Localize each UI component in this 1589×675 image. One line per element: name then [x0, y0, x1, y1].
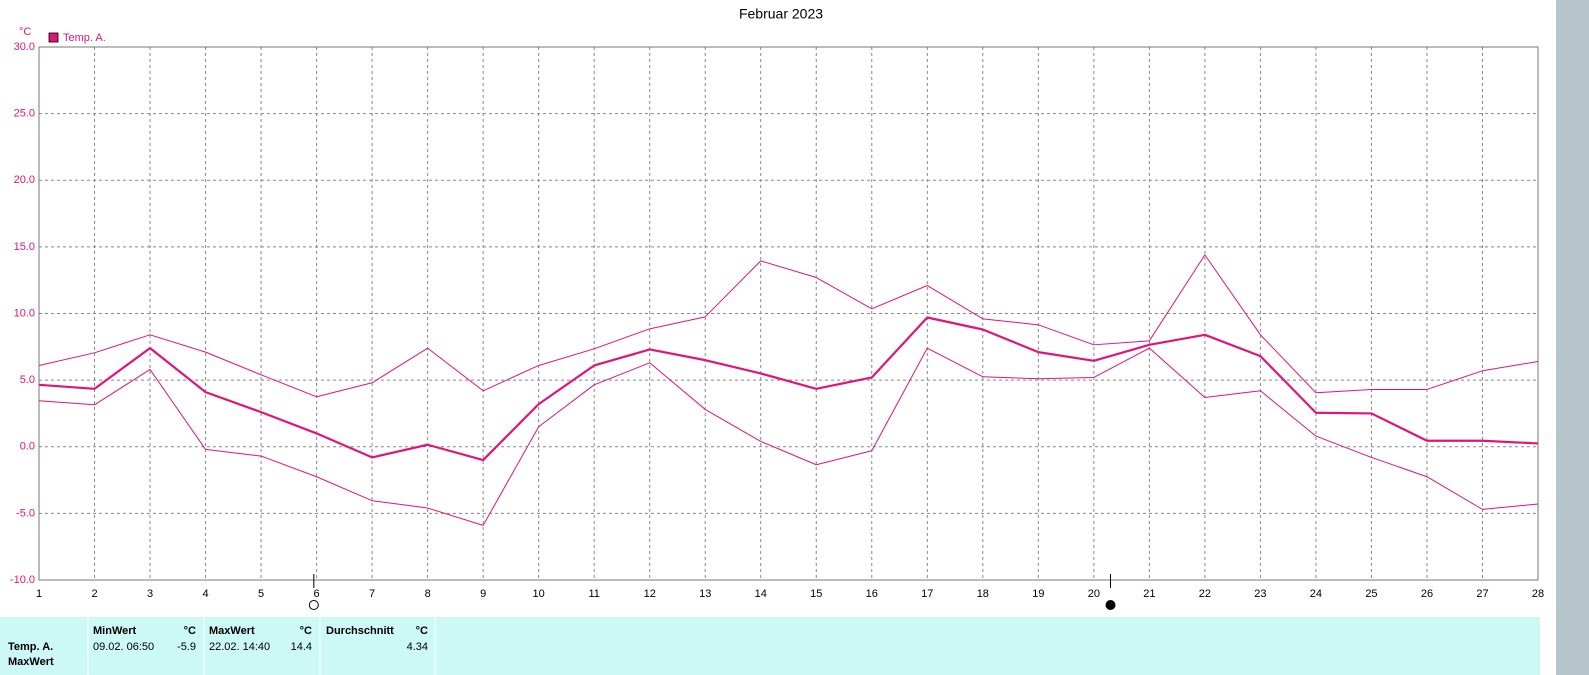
x-tick-label: 14: [755, 588, 767, 600]
moon-marker: [1105, 600, 1116, 610]
x-tick-label: 17: [921, 588, 933, 600]
y-tick-label: 10.0: [14, 307, 35, 319]
x-tick-label: 19: [1032, 588, 1044, 600]
row-label: MaxWert: [8, 656, 54, 668]
x-tick-label: 10: [533, 588, 545, 600]
cell-time: 09.02. 06:50: [93, 641, 154, 653]
x-tick-label: 25: [1365, 588, 1377, 600]
cell-time: 22.02. 14:40: [209, 641, 270, 653]
x-tick-label: 16: [866, 588, 878, 600]
x-tick-label: 22: [1199, 588, 1211, 600]
moon-marker: [308, 600, 319, 610]
x-tick-label: 8: [425, 588, 431, 600]
column-unit: °C: [416, 625, 428, 637]
x-tick-label: 21: [1143, 588, 1155, 600]
y-tick-label: 15.0: [14, 241, 35, 253]
x-tick-label: 7: [369, 588, 375, 600]
x-tick-label: 3: [147, 588, 153, 600]
x-tick-label: 23: [1254, 588, 1266, 600]
cell-value: 4.34: [407, 641, 428, 653]
x-tick-label: 12: [644, 588, 656, 600]
column-title: Durchschnitt: [326, 625, 394, 637]
column-title: MinWert: [93, 625, 137, 637]
y-tick-label: 5.0: [20, 374, 35, 386]
y-tick-label: 0.0: [20, 441, 35, 453]
x-tick-label: 24: [1310, 588, 1322, 600]
chart-title: Februar 2023: [739, 6, 823, 22]
background-window: [1556, 0, 1589, 675]
x-tick-label: 5: [258, 588, 264, 600]
x-tick-label: 4: [202, 588, 208, 600]
y-tick-label: -10.0: [10, 574, 35, 586]
stats-panel: [0, 617, 1540, 675]
y-tick-label: 25.0: [14, 108, 35, 120]
y-tick-label: -5.0: [16, 507, 35, 519]
panel-margin: [1540, 0, 1556, 617]
column-unit: °C: [300, 625, 312, 637]
stats-table: Temp. A. MaxWert MinWert °C MaxWert °C D…: [8, 617, 436, 675]
plot-frame: [38, 46, 1539, 581]
column-title: MaxWert: [209, 625, 255, 637]
row-label: Temp. A.: [8, 641, 53, 653]
series-line: [38, 347, 1539, 526]
series-line: [38, 254, 1539, 398]
x-tick-label: 15: [810, 588, 822, 600]
x-tick-label: 28: [1532, 588, 1544, 600]
cell-value: 14.4: [291, 641, 312, 653]
y-tick-label: 20.0: [14, 174, 35, 186]
x-tick-label: 2: [91, 588, 97, 600]
x-tick-label: 13: [699, 588, 711, 600]
x-tick-label: 18: [977, 588, 989, 600]
column-unit: °C: [184, 625, 196, 637]
y-tick-label: 30.0: [14, 41, 35, 53]
legend-label: Temp. A.: [63, 32, 106, 44]
x-tick-label: 9: [480, 588, 486, 600]
series-line: [38, 316, 1539, 462]
x-tick-label: 20: [1088, 588, 1100, 600]
x-tick-label: 27: [1476, 588, 1488, 600]
y-unit: °C: [19, 26, 31, 38]
x-tick-label: 6: [314, 588, 320, 600]
x-tick-label: 26: [1421, 588, 1433, 600]
cell-value: -5.9: [177, 641, 196, 653]
x-tick-label: 1: [36, 588, 42, 600]
x-tick-label: 11: [588, 588, 599, 600]
legend-swatch: [48, 32, 59, 43]
